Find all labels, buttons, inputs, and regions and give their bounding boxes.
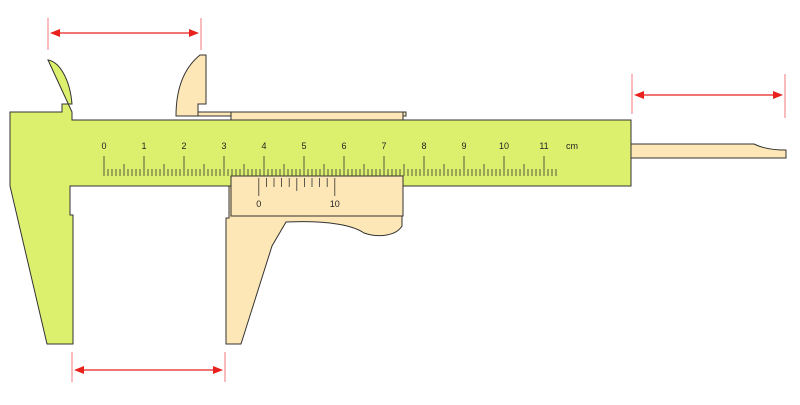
main-body xyxy=(9,59,632,345)
main-scale-label: 11 xyxy=(539,141,548,151)
main-scale-label: 3 xyxy=(221,141,226,151)
main-scale-label: 0 xyxy=(101,141,106,151)
main-scale-label: 9 xyxy=(461,141,466,151)
main-scale-label: 10 xyxy=(499,141,509,151)
depth-rod xyxy=(621,143,787,159)
vernier-plate xyxy=(230,175,404,217)
vernier-scale-label: 0 xyxy=(256,199,261,209)
main-scale-label: 6 xyxy=(341,141,346,151)
main-scale-unit: cm xyxy=(566,141,578,151)
main-scale-label: 8 xyxy=(421,141,426,151)
vernier-scale-label: 10 xyxy=(330,199,340,209)
main-scale-label: 2 xyxy=(181,141,186,151)
main-scale-label: 5 xyxy=(301,141,306,151)
outside-jaw-measurement xyxy=(47,18,202,50)
main-scale-label: 4 xyxy=(261,141,266,151)
sliding-lower-jaw xyxy=(225,183,403,345)
vernier-scale: 0 10 xyxy=(256,178,340,209)
sliding-upper-jaw xyxy=(175,54,207,117)
inside-jaw-measurement xyxy=(71,352,226,382)
main-scale-label: 7 xyxy=(381,141,386,151)
depth-rod-measurement xyxy=(631,74,786,118)
main-scale-label: 1 xyxy=(141,141,146,151)
main-scale: 0 1 2 3 4 5 6 7 8 9 10 11 xyxy=(101,141,557,176)
